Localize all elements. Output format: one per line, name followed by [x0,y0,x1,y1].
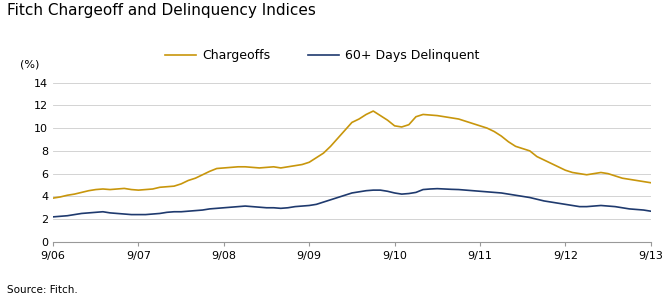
Text: Source: Fitch.: Source: Fitch. [7,285,78,295]
60+ Days Delinquent [348,191,356,195]
Text: (%): (%) [21,60,40,70]
Chargeoffs [49,196,57,200]
Line: Chargeoffs: Chargeoffs [53,111,651,198]
Chargeoffs [348,121,356,124]
Chargeoffs [227,165,235,169]
60+ Days Delinquent [434,187,442,190]
60+ Days Delinquent [647,209,655,213]
Chargeoffs [149,187,157,191]
Chargeoffs [647,181,655,184]
Chargeoffs [234,165,242,168]
Text: Fitch Chargeoff and Delinquency Indices: Fitch Chargeoff and Delinquency Indices [7,3,315,18]
60+ Days Delinquent [234,205,242,208]
Chargeoffs [369,109,377,113]
60+ Days Delinquent [149,212,157,216]
60+ Days Delinquent [227,205,235,209]
60+ Days Delinquent [618,206,626,209]
Legend: Chargeoffs, 60+ Days Delinquent: Chargeoffs, 60+ Days Delinquent [159,44,485,67]
Chargeoffs [618,176,626,180]
Line: 60+ Days Delinquent: 60+ Days Delinquent [53,189,651,217]
Chargeoffs [256,166,264,170]
60+ Days Delinquent [49,215,57,219]
60+ Days Delinquent [256,205,264,209]
